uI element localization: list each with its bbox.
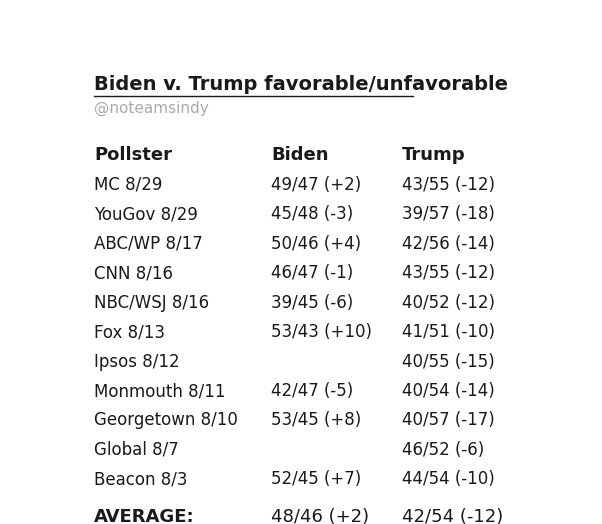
Text: 39/57 (-18): 39/57 (-18): [402, 205, 495, 223]
Text: 49/47 (+2): 49/47 (+2): [272, 176, 361, 194]
Text: 46/52 (-6): 46/52 (-6): [402, 441, 484, 459]
Text: YouGov 8/29: YouGov 8/29: [94, 205, 198, 223]
Text: 45/48 (-3): 45/48 (-3): [272, 205, 353, 223]
Text: Ipsos 8/12: Ipsos 8/12: [94, 353, 179, 370]
Text: Biden: Biden: [272, 146, 329, 163]
Text: Biden v. Trump favorable/unfavorable: Biden v. Trump favorable/unfavorable: [94, 75, 508, 94]
Text: Beacon 8/3: Beacon 8/3: [94, 471, 187, 488]
Text: 48/46 (+2): 48/46 (+2): [272, 508, 369, 524]
Text: 50/46 (+4): 50/46 (+4): [272, 235, 361, 253]
Text: Fox 8/13: Fox 8/13: [94, 323, 165, 341]
Text: 44/54 (-10): 44/54 (-10): [402, 471, 495, 488]
Text: Global 8/7: Global 8/7: [94, 441, 179, 459]
Text: MC 8/29: MC 8/29: [94, 176, 163, 194]
Text: @noteamsindy: @noteamsindy: [94, 101, 209, 116]
Text: 42/56 (-14): 42/56 (-14): [402, 235, 495, 253]
Text: Georgetown 8/10: Georgetown 8/10: [94, 411, 238, 430]
Text: NBC/WSJ 8/16: NBC/WSJ 8/16: [94, 293, 209, 312]
Text: 43/55 (-12): 43/55 (-12): [402, 176, 495, 194]
Text: 46/47 (-1): 46/47 (-1): [272, 264, 353, 282]
Text: Trump: Trump: [402, 146, 465, 163]
Text: AVERAGE:: AVERAGE:: [94, 508, 194, 524]
Text: Pollster: Pollster: [94, 146, 172, 163]
Text: 53/45 (+8): 53/45 (+8): [272, 411, 361, 430]
Text: 42/54 (-12): 42/54 (-12): [402, 508, 503, 524]
Text: 40/57 (-17): 40/57 (-17): [402, 411, 495, 430]
Text: 41/51 (-10): 41/51 (-10): [402, 323, 495, 341]
Text: 40/55 (-15): 40/55 (-15): [402, 353, 495, 370]
Text: ABC/WP 8/17: ABC/WP 8/17: [94, 235, 203, 253]
Text: 40/54 (-14): 40/54 (-14): [402, 382, 495, 400]
Text: Monmouth 8/11: Monmouth 8/11: [94, 382, 225, 400]
Text: 40/52 (-12): 40/52 (-12): [402, 293, 495, 312]
Text: CNN 8/16: CNN 8/16: [94, 264, 173, 282]
Text: 53/43 (+10): 53/43 (+10): [272, 323, 372, 341]
Text: 52/45 (+7): 52/45 (+7): [272, 471, 361, 488]
Text: 39/45 (-6): 39/45 (-6): [272, 293, 353, 312]
Text: 43/55 (-12): 43/55 (-12): [402, 264, 495, 282]
Text: 42/47 (-5): 42/47 (-5): [272, 382, 353, 400]
